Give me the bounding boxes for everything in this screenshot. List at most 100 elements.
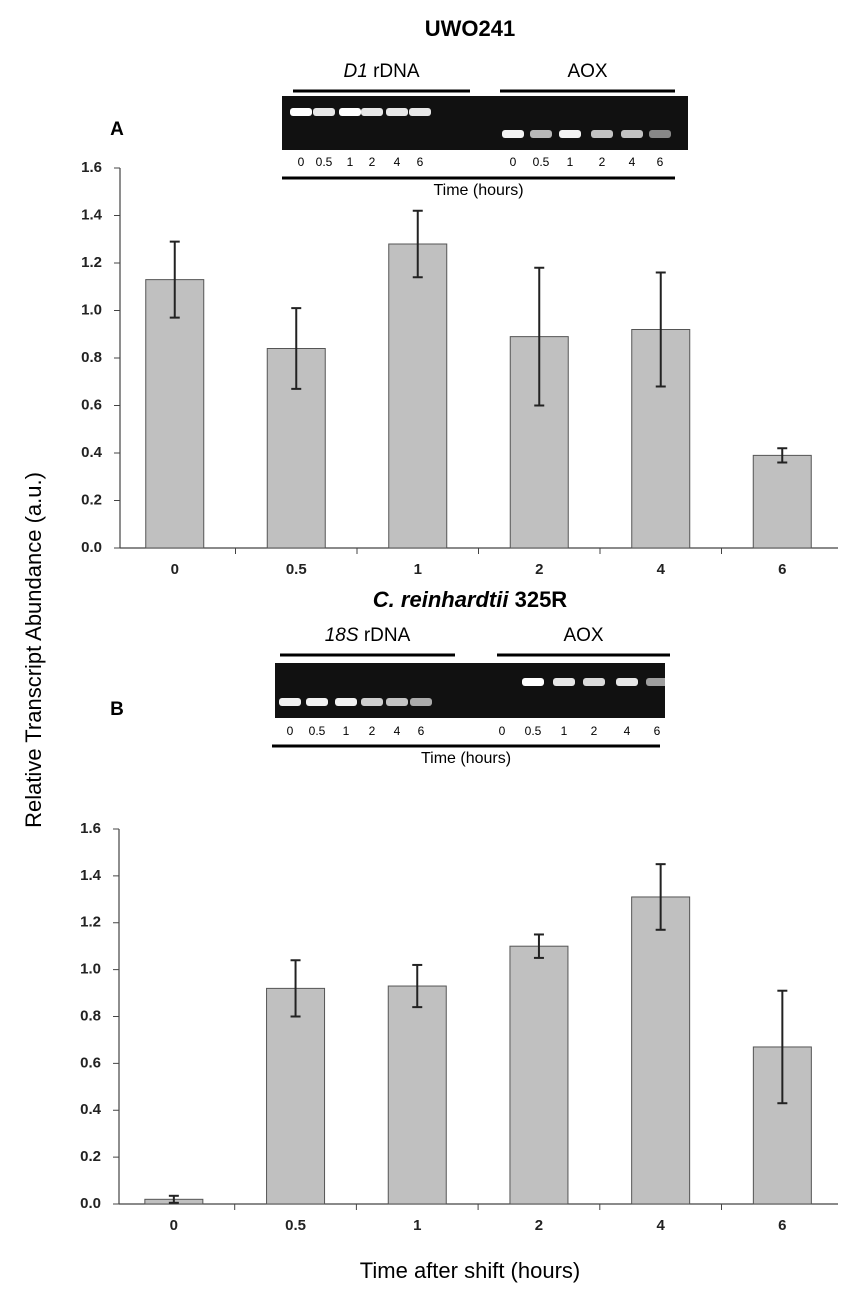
figure: Relative Transcript Abundance (a.u.) Tim…: [0, 0, 841, 1295]
gel-image: [275, 663, 665, 718]
gel-band: [290, 108, 312, 116]
gel-band: [335, 698, 357, 706]
page: Relative Transcript Abundance (a.u.) Tim…: [0, 0, 841, 1295]
lane-label: 0.5: [533, 155, 550, 169]
lane-label: 4: [624, 724, 631, 738]
gel-band: [559, 130, 581, 138]
lane-label: 4: [629, 155, 636, 169]
chart-title: C. reinhardtii 325R: [373, 587, 568, 612]
gel-band: [410, 698, 432, 706]
lane-label: 6: [657, 155, 664, 169]
gel-label-part: D1: [343, 61, 373, 82]
lane-label: 6: [418, 724, 425, 738]
x-tick-label: 6: [778, 1217, 786, 1234]
bar: [389, 244, 447, 548]
gel-label-part: rDNA: [373, 61, 420, 82]
gel-band: [386, 108, 408, 116]
gel-band: [386, 698, 408, 706]
y-tick-label: 1.6: [81, 159, 102, 176]
lane-label: 0: [298, 155, 305, 169]
y-tick-label: 0.0: [81, 539, 102, 556]
y-tick-label: 0.8: [80, 1007, 101, 1024]
y-tick-label: 1.0: [80, 961, 101, 978]
y-tick-label: 0.4: [81, 444, 103, 461]
x-tick-label: 4: [656, 1217, 665, 1234]
lane-label: 6: [654, 724, 661, 738]
gel-band: [621, 130, 643, 138]
gel-label-part: 18S: [325, 625, 364, 646]
gel-band: [583, 678, 605, 686]
y-tick-label: 0.6: [81, 396, 102, 413]
lane-label: 4: [394, 155, 401, 169]
gel-band: [306, 698, 328, 706]
lane-label: 0: [287, 724, 294, 738]
gel-band: [591, 130, 613, 138]
x-tick-label: 0.5: [285, 1217, 306, 1234]
panel-label: A: [110, 119, 124, 140]
title-part: 325R: [515, 587, 568, 612]
gel-band: [502, 130, 524, 138]
gel-band: [649, 130, 671, 138]
gel-band: [361, 108, 383, 116]
y-tick-label: 1.4: [81, 206, 103, 223]
gel-label: 18S rDNA: [325, 625, 411, 646]
gel-band: [616, 678, 638, 686]
x-tick-label: 1: [413, 1217, 421, 1234]
x-tick-label: 0: [170, 1217, 178, 1234]
gel-label: AOX: [563, 625, 603, 646]
gel-band: [313, 108, 335, 116]
lane-label: 2: [369, 724, 376, 738]
y-tick-label: 0.0: [80, 1195, 101, 1212]
gel-axis-label: Time (hours): [433, 182, 523, 199]
gel-band: [339, 108, 361, 116]
gel-label: AOX: [567, 61, 607, 82]
x-axis-title: Time after shift (hours): [360, 1258, 580, 1283]
bar: [510, 946, 568, 1204]
lane-label: 1: [343, 724, 350, 738]
gel-image: [282, 96, 688, 150]
gel-band: [361, 698, 383, 706]
y-axis-title: Relative Transcript Abundance (a.u.): [21, 472, 46, 828]
lane-label: 0.5: [316, 155, 333, 169]
bar: [146, 280, 204, 548]
lane-label: 4: [394, 724, 401, 738]
bar: [632, 897, 690, 1204]
y-tick-label: 0.2: [81, 491, 102, 508]
lane-label: 6: [417, 155, 424, 169]
x-tick-label: 0.5: [286, 561, 307, 578]
gel-label: D1 rDNA: [343, 61, 419, 82]
title-part: C. reinhardtii: [373, 587, 515, 612]
y-tick-label: 1.2: [80, 914, 101, 931]
lane-label: 2: [369, 155, 376, 169]
y-tick-label: 1.4: [80, 867, 102, 884]
y-tick-label: 1.6: [80, 820, 101, 837]
gel-band: [553, 678, 575, 686]
lane-label: 1: [347, 155, 354, 169]
gel-label-part: AOX: [567, 61, 607, 82]
lane-label: 0: [499, 724, 506, 738]
bar: [753, 455, 811, 548]
lane-label: 0.5: [309, 724, 326, 738]
panel-label: B: [110, 699, 124, 720]
gel-band: [279, 698, 301, 706]
y-tick-label: 0.6: [80, 1054, 101, 1071]
chart-title: UWO241: [425, 16, 515, 41]
lane-label: 1: [561, 724, 568, 738]
gel-axis-label: Time (hours): [421, 750, 511, 767]
gel-band: [522, 678, 544, 686]
title-part: UWO241: [425, 16, 515, 41]
x-tick-label: 2: [535, 1217, 543, 1234]
bar: [267, 988, 325, 1204]
gel-label-part: rDNA: [364, 625, 411, 646]
x-tick-label: 2: [535, 561, 543, 578]
y-tick-label: 0.8: [81, 349, 102, 366]
lane-label: 2: [599, 155, 606, 169]
lane-label: 1: [567, 155, 574, 169]
lane-label: 2: [591, 724, 598, 738]
bar: [388, 986, 446, 1204]
y-tick-label: 1.0: [81, 301, 102, 318]
y-tick-label: 0.4: [80, 1101, 102, 1118]
lane-label: 0: [510, 155, 517, 169]
x-tick-label: 0: [171, 561, 179, 578]
x-tick-label: 4: [657, 561, 666, 578]
